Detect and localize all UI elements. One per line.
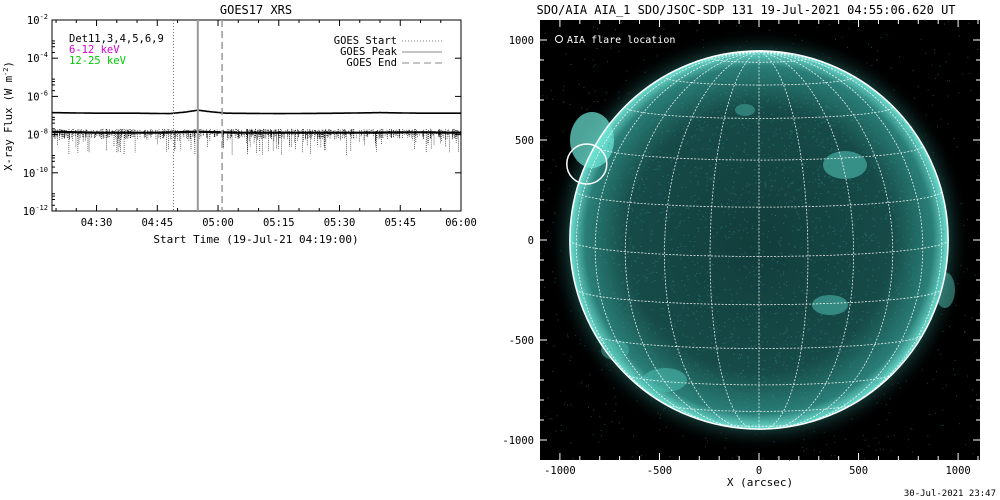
goes-short-channel-line [52, 130, 461, 134]
goes-y-tick-label: 10-12 [23, 204, 48, 218]
legend-flare-marker [555, 35, 563, 43]
active-region-east-limb [570, 112, 614, 168]
aia-x-tick-label: -1000 [544, 465, 576, 477]
goes-channel-6-12: 6-12 keV [69, 44, 120, 56]
aia-x-tick-label: 500 [849, 465, 868, 477]
goes-legend: GOES Start GOES Peak GOES End [334, 35, 442, 69]
aia-x-tick-label: 1000 [945, 465, 970, 477]
aia-x-tick-label: -500 [647, 465, 672, 477]
legend-flare-label: AIA flare location [567, 35, 675, 46]
active-region-s [643, 368, 687, 392]
aia-y-tick-label: -500 [509, 335, 534, 347]
goes-channel-12-25: 12-25 keV [69, 55, 127, 67]
goes-x-tick-label: 06:00 [445, 217, 477, 229]
active-region-w-limb [935, 272, 955, 308]
goes-x-tick-label: 05:45 [384, 217, 416, 229]
aia-x-axis: -1000 -500 0 500 1000 [544, 20, 979, 477]
legend-goes-start: GOES Start [334, 35, 397, 47]
legend-goes-end: GOES End [346, 57, 397, 69]
goes-y-axis: 10-2 10-4 10-6 10-8 10-10 10-12 [23, 13, 461, 218]
active-region-nw-center [735, 104, 755, 116]
goes-x-tick-label: 04:45 [141, 217, 173, 229]
aia-x-axis-label: X (arcsec) [727, 476, 793, 489]
aia-y-tick-label: 500 [515, 135, 534, 147]
solar-limb-outline [569, 50, 949, 430]
aia-y-tick-label: 0 [528, 235, 534, 247]
goes-x-tick-label: 05:15 [263, 217, 295, 229]
goes-plot-frame [51, 19, 462, 212]
aia-image-panel: SDO/AIA AIA_1 SDO/JSOC-SDP 131 19-Jul-20… [502, 3, 996, 499]
aia-disk-speckle [575, 54, 945, 426]
goes-y-tick-label: 10-4 [27, 51, 48, 65]
aia-image-title: SDO/AIA AIA_1 SDO/JSOC-SDP 131 19-Jul-20… [536, 3, 955, 17]
goes-x-axis: 04:30 04:45 05:00 05:15 05:30 05:45 06:00 [55, 20, 477, 229]
goes-y-tick-label: 10-6 [27, 89, 48, 103]
goes-chart-title: GOES17 XRS [220, 3, 292, 17]
figure-footer-timestamp: 30-Jul-2021 23:47 [904, 489, 996, 499]
goes-y-tick-label: 10-10 [23, 166, 48, 180]
aia-y-tick-label: 1000 [509, 35, 534, 47]
goes-channels-label: Det11,3,4,5,6,9 [69, 33, 164, 45]
goes-y-axis-label: X-ray Flux (W m-2) [2, 61, 15, 171]
aia-x-tick-label: 0 [756, 465, 762, 477]
goes-y-tick-label: 10-2 [27, 13, 48, 27]
flare-location-marker [566, 143, 608, 185]
goes-y-tick-label: 10-8 [27, 128, 48, 142]
aia-disk-texture [575, 54, 945, 426]
active-region-sw [812, 295, 848, 315]
goes-x-tick-label: 05:30 [324, 217, 356, 229]
goes-long-channel-line [52, 109, 461, 115]
goes-x-axis-label: Start Time (19-Jul-21 04:19:00) [153, 233, 358, 246]
aia-y-tick-label: -1000 [502, 435, 534, 447]
goes-x-tick-label: 05:00 [202, 217, 234, 229]
goes-x-tick-label: 04:30 [81, 217, 113, 229]
aia-y-axis: 1000 500 0 -500 -1000 [502, 35, 980, 447]
goes-lightcurve-chart: GOES17 XRS 10-2 10-4 10-6 10-8 10-10 10-12 04… [2, 3, 477, 246]
legend-goes-peak: GOES Peak [340, 46, 398, 58]
